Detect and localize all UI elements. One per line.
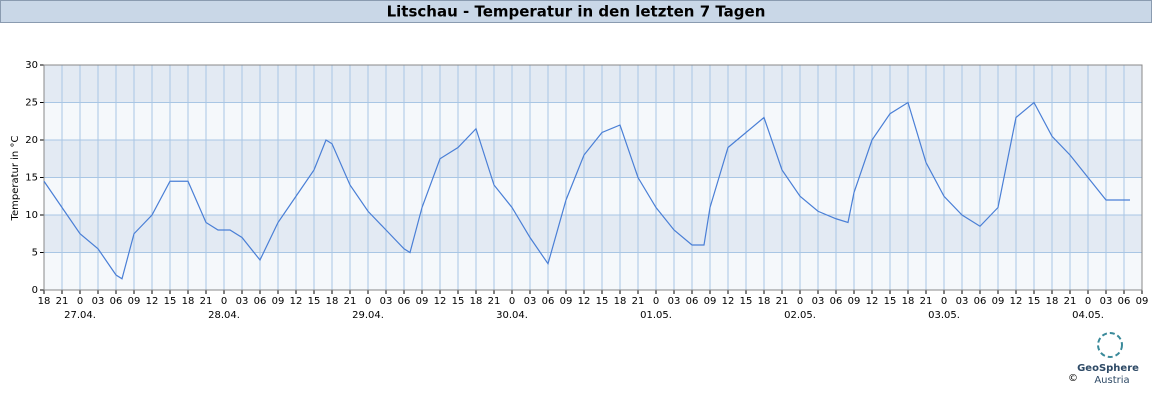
x-tick-label: 0 xyxy=(365,296,371,307)
x-tick-label: 0 xyxy=(797,296,803,307)
x-tick-label: 21 xyxy=(1064,296,1077,307)
plot-frame xyxy=(43,64,1143,291)
x-tick-label: 09 xyxy=(128,296,141,307)
x-tick-label: 18 xyxy=(470,296,483,307)
x-tick-label: 03 xyxy=(812,296,825,307)
x-tick-label: 03 xyxy=(92,296,105,307)
x-tick-label: 21 xyxy=(776,296,789,307)
x-date-label: 30.04. xyxy=(496,310,528,321)
x-tick-label: 21 xyxy=(56,296,69,307)
x-tick-label: 12 xyxy=(290,296,303,307)
line-series xyxy=(43,101,1130,280)
y-tick-label: 5 xyxy=(32,248,38,259)
plot-band xyxy=(44,102,1142,140)
x-tick-label: 06 xyxy=(398,296,411,307)
x-tick-label: 06 xyxy=(542,296,555,307)
x-tick-label: 09 xyxy=(416,296,429,307)
x-tick-label: 15 xyxy=(1028,296,1041,307)
x-tick-label: 12 xyxy=(866,296,879,307)
x-tick-label: 12 xyxy=(578,296,591,307)
y-tick-label: 0 xyxy=(32,285,38,296)
x-tick-label: 06 xyxy=(254,296,267,307)
x-tick-label: 15 xyxy=(308,296,321,307)
x-tick-label: 21 xyxy=(488,296,501,307)
x-tick-label: 12 xyxy=(434,296,447,307)
x-tick-label: 03 xyxy=(524,296,537,307)
x-tick-label: 0 xyxy=(509,296,515,307)
plot-band xyxy=(44,65,1142,103)
x-tick-label: 18 xyxy=(614,296,627,307)
logo-icon xyxy=(1097,332,1123,358)
logo: GeoSphere © Austria xyxy=(1068,332,1139,386)
x-date-label: 27.04. xyxy=(64,310,96,321)
plot-band xyxy=(44,140,1142,178)
x-tick-label: 18 xyxy=(1046,296,1059,307)
x-tick-label: 12 xyxy=(146,296,159,307)
x-tick-label: 09 xyxy=(704,296,717,307)
x-tick-label: 0 xyxy=(221,296,227,307)
y-tick-label: 15 xyxy=(25,173,38,184)
x-date-label: 02.05. xyxy=(784,310,816,321)
x-tick-label: 15 xyxy=(596,296,609,307)
x-tick-label: 18 xyxy=(182,296,195,307)
x-tick-label: 0 xyxy=(77,296,83,307)
x-tick-label: 21 xyxy=(344,296,357,307)
x-tick-label: 21 xyxy=(200,296,213,307)
x-date-label: 03.05. xyxy=(928,310,960,321)
x-tick-label: 06 xyxy=(830,296,843,307)
x-date-label: 29.04. xyxy=(352,310,384,321)
y-tick-label: 25 xyxy=(25,98,38,109)
logo-copyright: © xyxy=(1068,373,1078,384)
x-tick-label: 06 xyxy=(974,296,987,307)
x-tick-label: 15 xyxy=(164,296,177,307)
x-tick-label: 21 xyxy=(920,296,933,307)
plot-band xyxy=(44,252,1142,290)
x-tick-label: 09 xyxy=(848,296,861,307)
y-tick-label: 10 xyxy=(25,210,38,221)
x-tick-label: 03 xyxy=(236,296,249,307)
x-tick-label: 0 xyxy=(941,296,947,307)
x-tick-label: 18 xyxy=(38,296,51,307)
x-tick-label: 03 xyxy=(380,296,393,307)
plot-band xyxy=(44,177,1142,215)
x-tick-label: 09 xyxy=(1136,296,1149,307)
x-tick-label: 03 xyxy=(668,296,681,307)
x-tick-label: 09 xyxy=(272,296,285,307)
x-date-label: 04.05. xyxy=(1072,310,1104,321)
x-tick-label: 18 xyxy=(902,296,915,307)
x-tick-label: 18 xyxy=(758,296,771,307)
x-tick-label: 0 xyxy=(653,296,659,307)
x-tick-label: 09 xyxy=(560,296,573,307)
x-tick-label: 12 xyxy=(1010,296,1023,307)
logo-sub: Austria xyxy=(1094,375,1129,386)
x-tick-label: 03 xyxy=(956,296,969,307)
x-tick-label: 12 xyxy=(722,296,735,307)
chart-title: Litschau - Temperatur in den letzten 7 T… xyxy=(387,3,766,21)
x-tick-label: 15 xyxy=(884,296,897,307)
y-tick-label: 30 xyxy=(25,60,38,71)
x-tick-label: 15 xyxy=(740,296,753,307)
logo-name: GeoSphere xyxy=(1077,363,1139,374)
x-tick-label: 15 xyxy=(452,296,465,307)
x-tick-label: 06 xyxy=(686,296,699,307)
y-tick-label: 20 xyxy=(25,135,38,146)
x-tick-label: 18 xyxy=(326,296,339,307)
x-tick-label: 09 xyxy=(992,296,1005,307)
x-tick-label: 0 xyxy=(1085,296,1091,307)
y-axis-label: Temperatur in °C xyxy=(10,136,21,222)
x-date-label: 28.04. xyxy=(208,310,240,321)
x-date-label: 01.05. xyxy=(640,310,672,321)
x-tick-label: 03 xyxy=(1100,296,1113,307)
plot-band xyxy=(44,215,1142,253)
x-tick-label: 06 xyxy=(110,296,123,307)
x-tick-label: 21 xyxy=(632,296,645,307)
x-tick-label: 06 xyxy=(1118,296,1131,307)
